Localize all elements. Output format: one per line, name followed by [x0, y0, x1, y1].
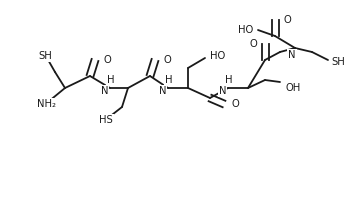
- Text: H: H: [107, 75, 115, 85]
- Text: O: O: [283, 15, 291, 25]
- Text: HO: HO: [210, 51, 225, 61]
- Text: N: N: [219, 86, 226, 96]
- Text: NH₂: NH₂: [37, 99, 56, 109]
- Text: SH: SH: [38, 51, 52, 61]
- Text: N: N: [158, 86, 166, 96]
- Text: H: H: [165, 75, 173, 85]
- Text: N: N: [101, 86, 108, 96]
- Text: O: O: [163, 55, 171, 65]
- Text: O: O: [232, 99, 240, 109]
- Text: HS: HS: [99, 115, 113, 125]
- Text: SH: SH: [331, 57, 345, 67]
- Text: HO: HO: [238, 25, 253, 35]
- Text: O: O: [103, 55, 111, 65]
- Text: O: O: [249, 39, 257, 49]
- Text: N: N: [288, 50, 295, 60]
- Text: OH: OH: [286, 83, 301, 93]
- Text: H: H: [225, 75, 233, 85]
